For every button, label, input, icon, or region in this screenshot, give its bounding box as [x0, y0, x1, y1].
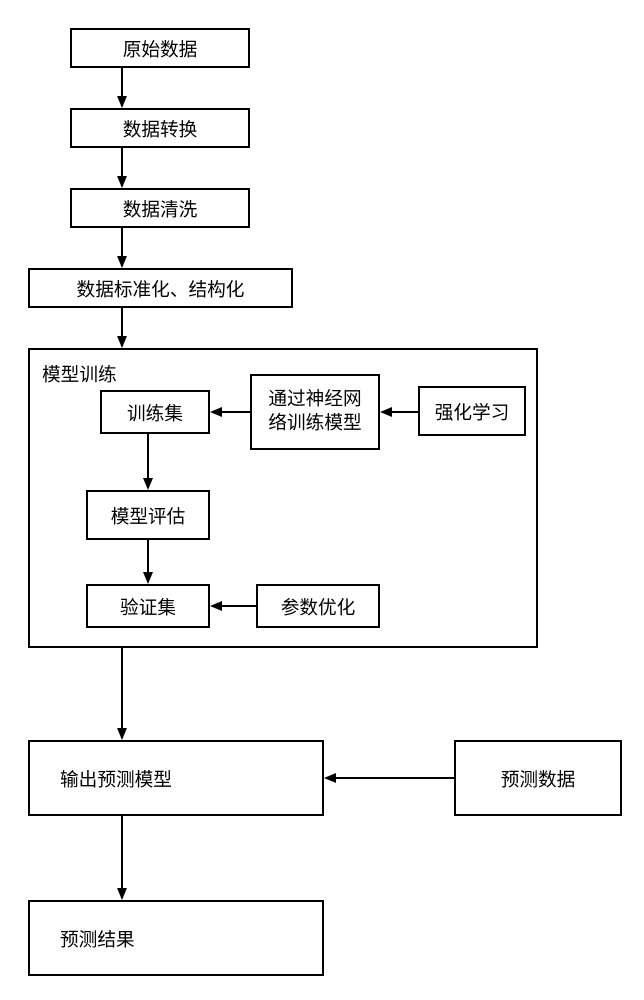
node-data-convert: 数据转换	[70, 108, 250, 148]
node-label: 数据标准化、结构化	[77, 275, 245, 302]
node-label: 训练集	[127, 399, 183, 426]
container-label: 模型训练	[42, 360, 117, 387]
node-label: 输出预测模型	[60, 765, 172, 792]
node-predict-data: 预测数据	[454, 740, 622, 816]
node-label: 通过神经网络训练模型	[260, 388, 370, 437]
node-label: 原始数据	[123, 35, 198, 62]
node-model-eval: 模型评估	[86, 490, 210, 540]
node-raw-data: 原始数据	[70, 28, 250, 68]
node-neural-network: 通过神经网络训练模型	[250, 374, 380, 450]
node-result: 预测结果	[28, 900, 324, 976]
node-training-set: 训练集	[100, 390, 210, 434]
node-label: 强化学习	[435, 398, 510, 425]
node-param-opt: 参数优化	[256, 584, 380, 628]
node-label: 预测数据	[501, 765, 576, 792]
node-data-clean: 数据清洗	[70, 188, 250, 228]
node-label: 验证集	[120, 593, 176, 620]
node-validation-set: 验证集	[86, 584, 210, 628]
node-label: 模型评估	[111, 502, 186, 529]
node-output-model: 输出预测模型	[28, 740, 324, 816]
node-label: 数据转换	[123, 115, 198, 142]
node-reinforcement: 强化学习	[418, 386, 526, 436]
node-standardize: 数据标准化、结构化	[28, 268, 293, 308]
node-label: 参数优化	[281, 593, 356, 620]
node-label: 预测结果	[60, 925, 135, 952]
node-label: 数据清洗	[123, 195, 198, 222]
